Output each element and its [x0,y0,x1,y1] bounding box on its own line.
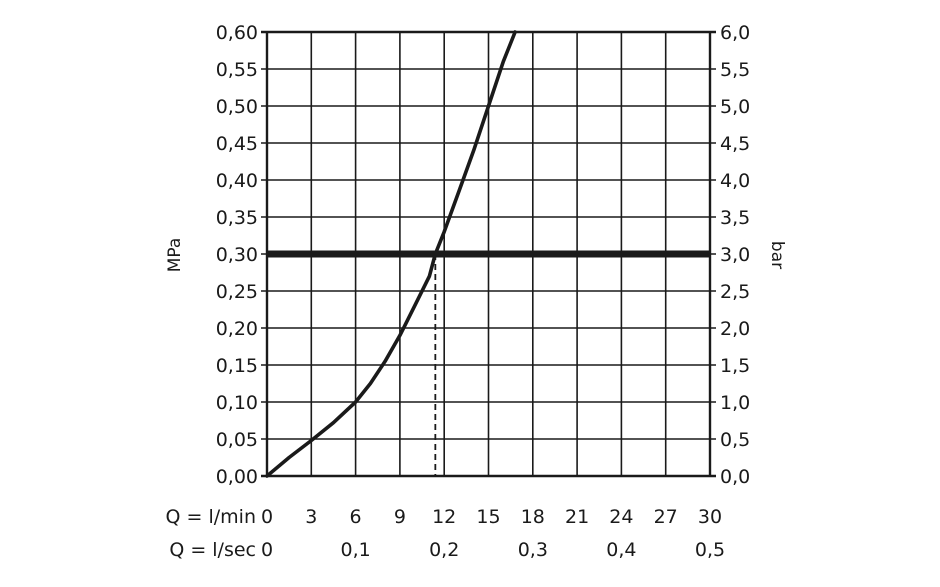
y-left-tick-label: 0,40 [216,170,258,192]
x-tick-label: 24 [609,506,633,528]
x-primary-axis-label: Q = l/min [166,506,256,528]
x-tick-label: 3 [305,506,317,528]
y-right-tick-label: 5,5 [720,59,750,81]
x-tick-label: 9 [394,506,406,528]
y-right-tick-label: 0,0 [720,466,750,488]
y-left-tick-label: 0,25 [216,281,258,303]
y-right-tick-label: 3,0 [720,244,750,266]
x-secondary-tick-label: 0,5 [695,539,725,561]
y-left-axis-label: MPa [165,238,185,273]
y-left-tick-label: 0,10 [216,392,258,414]
x-tick-label: 30 [698,506,722,528]
y-right-tick-label: 4,5 [720,133,750,155]
y-left-tick-label: 0,30 [216,244,258,266]
y-right-tick-label: 1,5 [720,355,750,377]
y-left-tick-label: 0,05 [216,429,258,451]
y-right-tick-label: 5,0 [720,96,750,118]
y-right-tick-label: 3,5 [720,207,750,229]
x-tick-label: 27 [654,506,678,528]
y-left-tick-label: 0,60 [216,22,258,44]
x-tick-label: 18 [521,506,545,528]
x-tick-label: 12 [432,506,456,528]
x-secondary-tick-label: 0,2 [429,539,459,561]
x-secondary-tick-label: 0 [261,539,273,561]
x-secondary-tick-label: 0,3 [518,539,548,561]
y-right-tick-label: 4,0 [720,170,750,192]
y-left-tick-label: 0,55 [216,59,258,81]
y-right-tick-label: 6,0 [720,22,750,44]
x-tick-label: 15 [476,506,500,528]
x-tick-label: 21 [565,506,589,528]
y-left-tick-label: 0,15 [216,355,258,377]
x-tick-label: 0 [261,506,273,528]
y-right-tick-label: 2,5 [720,281,750,303]
y-right-tick-label: 1,0 [720,392,750,414]
x-secondary-axis-label: Q = l/sec [169,539,256,561]
y-left-tick-label: 0,00 [216,466,258,488]
y-right-axis-label: bar [767,241,787,269]
x-tick-label: 6 [350,506,362,528]
x-secondary-tick-label: 0,4 [606,539,636,561]
y-right-tick-label: 0,5 [720,429,750,451]
y-left-tick-label: 0,50 [216,96,258,118]
y-left-tick-label: 0,20 [216,318,258,340]
x-secondary-tick-label: 0,1 [340,539,370,561]
y-left-tick-label: 0,35 [216,207,258,229]
y-left-tick-label: 0,45 [216,133,258,155]
y-right-tick-label: 2,0 [720,318,750,340]
